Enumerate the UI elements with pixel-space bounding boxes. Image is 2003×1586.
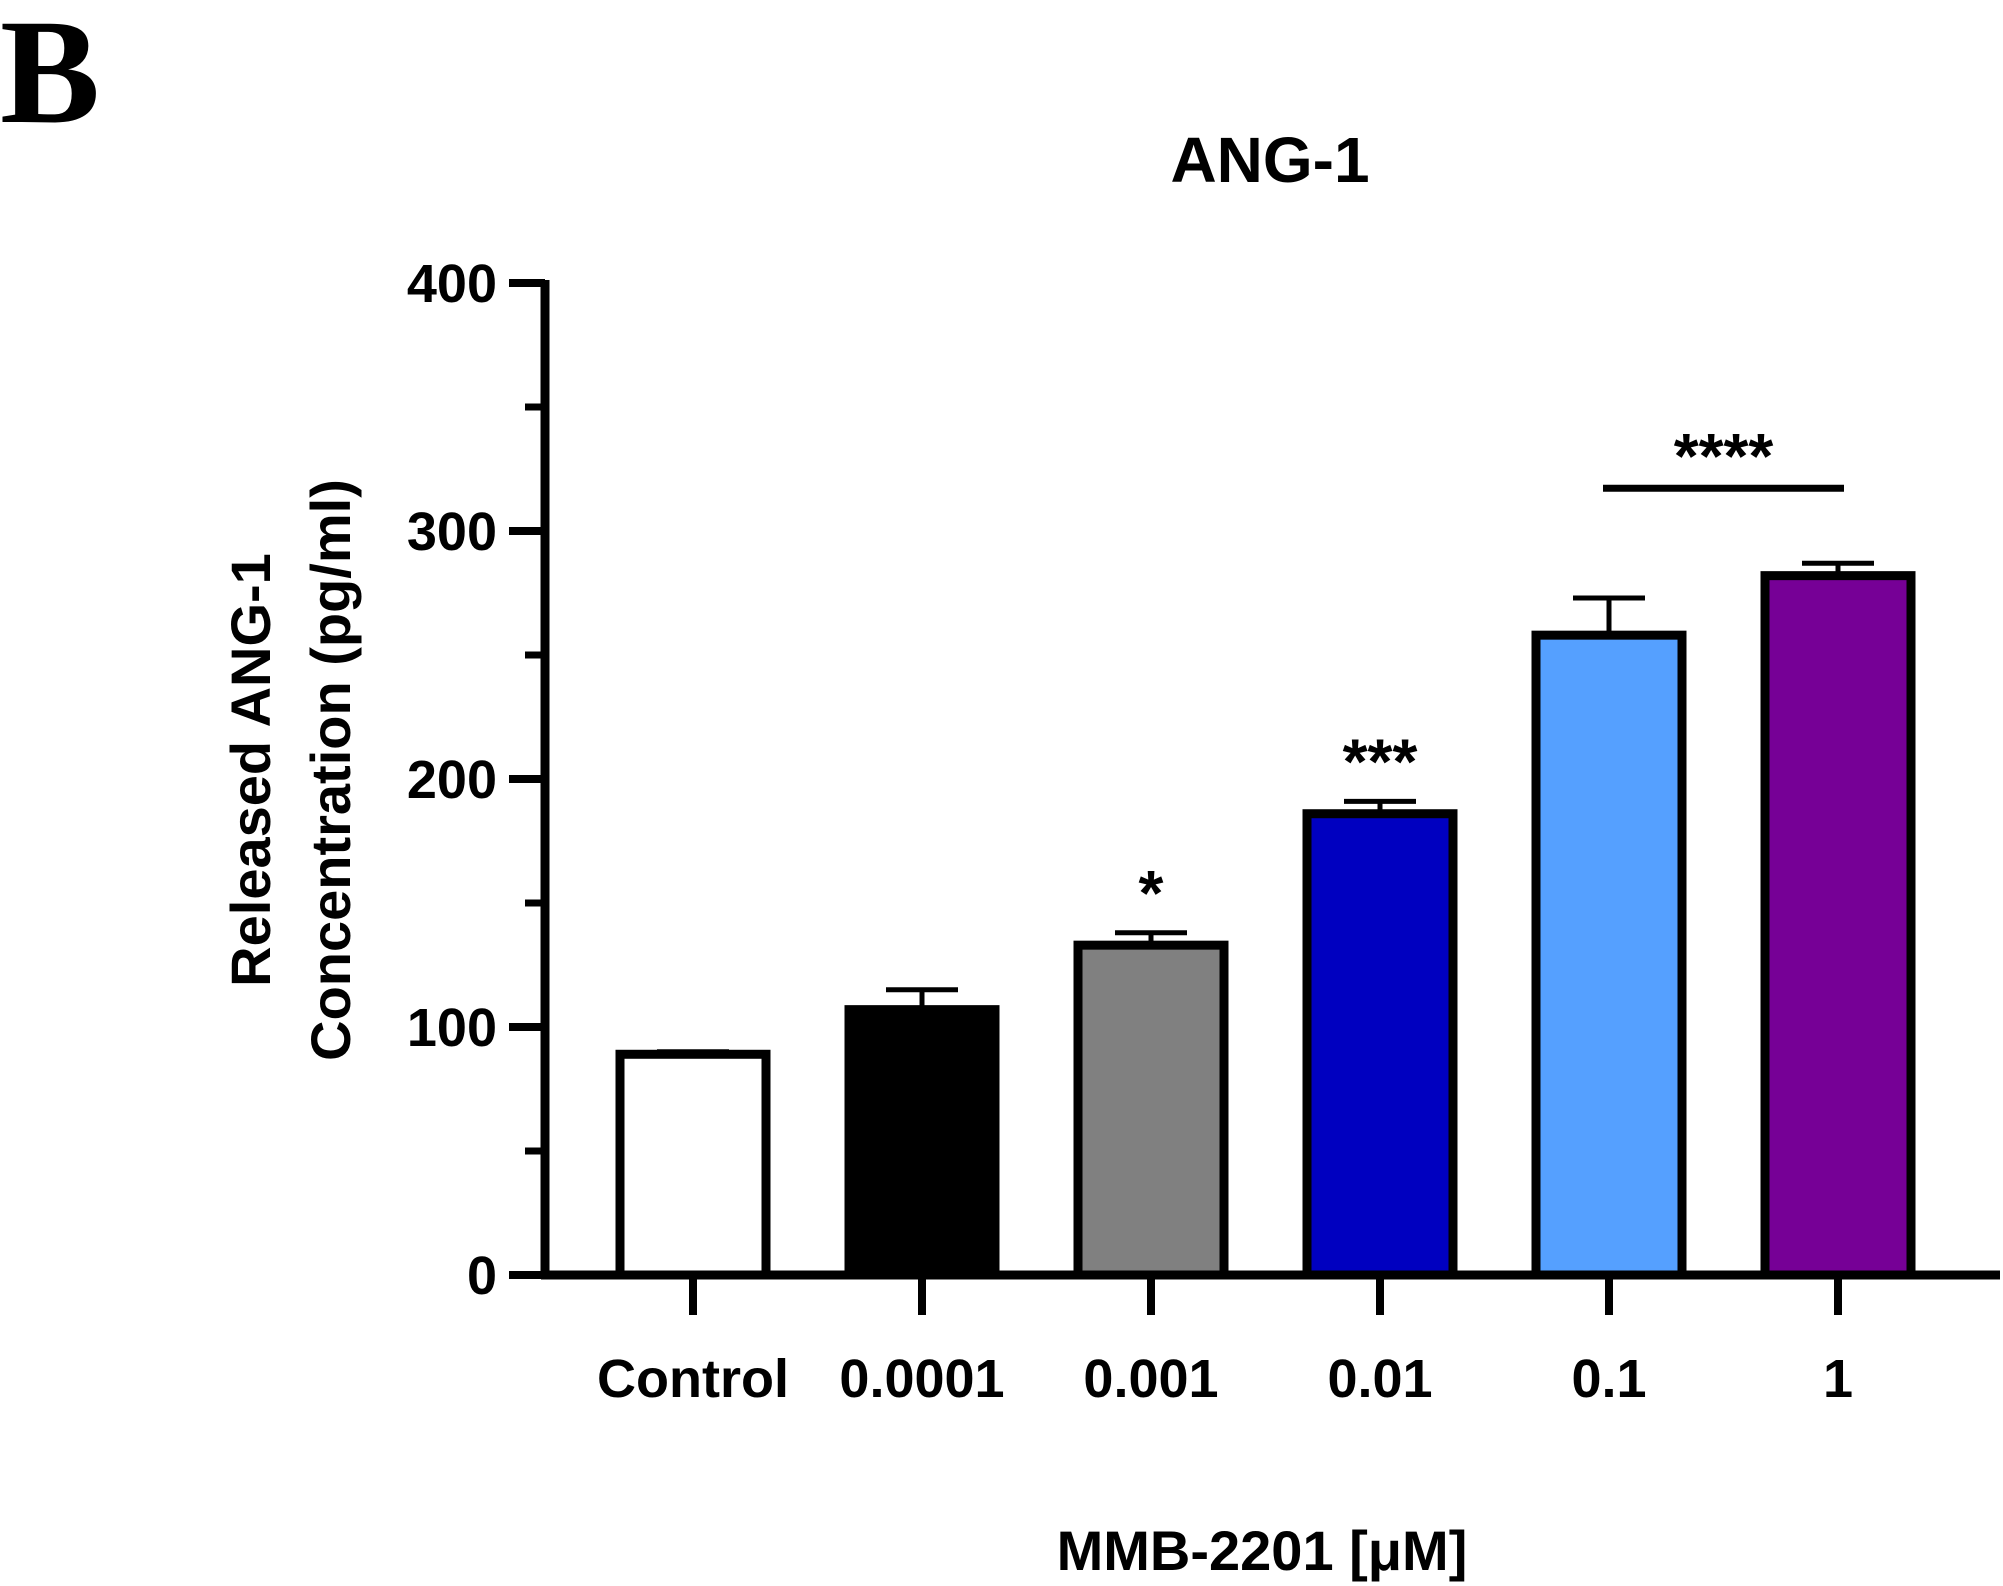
bar-5: [1760, 571, 1916, 1280]
panel-label: B: [0, 0, 100, 155]
significance-label-0: *: [1139, 857, 1164, 929]
x-tick-label-1: 0.0001: [839, 1349, 1004, 1409]
x-tick-label-3: 0.01: [1327, 1349, 1432, 1409]
chart-title: ANG-1: [1170, 124, 1369, 196]
y-tick-label-1: 100: [407, 998, 497, 1058]
bar-2: [1073, 940, 1229, 1280]
y-tick-label-4: 400: [407, 254, 497, 314]
y-axis-title-line-2: Concentration (pg/ml): [299, 479, 362, 1061]
x-axis-title: MMB-2201 [μM]: [1057, 1519, 1468, 1582]
y-tick-label-3: 300: [407, 502, 497, 562]
y-axis-title-line-1: Released ANG-1: [219, 553, 282, 987]
bar-0: [615, 1049, 771, 1280]
y-axis-title: Released ANG-1 Concentration (pg/ml): [219, 479, 362, 1061]
x-tick-label-4: 0.1: [1571, 1349, 1646, 1409]
x-tick-label-0: Control: [597, 1349, 789, 1409]
bar-1: [844, 1005, 1000, 1280]
plot-area: 0 100 200 300 400 Control 0.0001 0.001 0.01 0.1 1 *…: [407, 254, 2000, 1409]
y-tick-label-0: 0: [467, 1246, 497, 1306]
significance-label-2: ****: [1674, 420, 1774, 492]
x-tick-label-2: 0.001: [1083, 1349, 1218, 1409]
bar-4: [1531, 630, 1687, 1280]
y-tick-label-2: 200: [407, 750, 497, 810]
significance-label-1: ***: [1343, 725, 1418, 797]
bar-3: [1302, 809, 1458, 1280]
x-tick-label-5: 1: [1823, 1349, 1853, 1409]
